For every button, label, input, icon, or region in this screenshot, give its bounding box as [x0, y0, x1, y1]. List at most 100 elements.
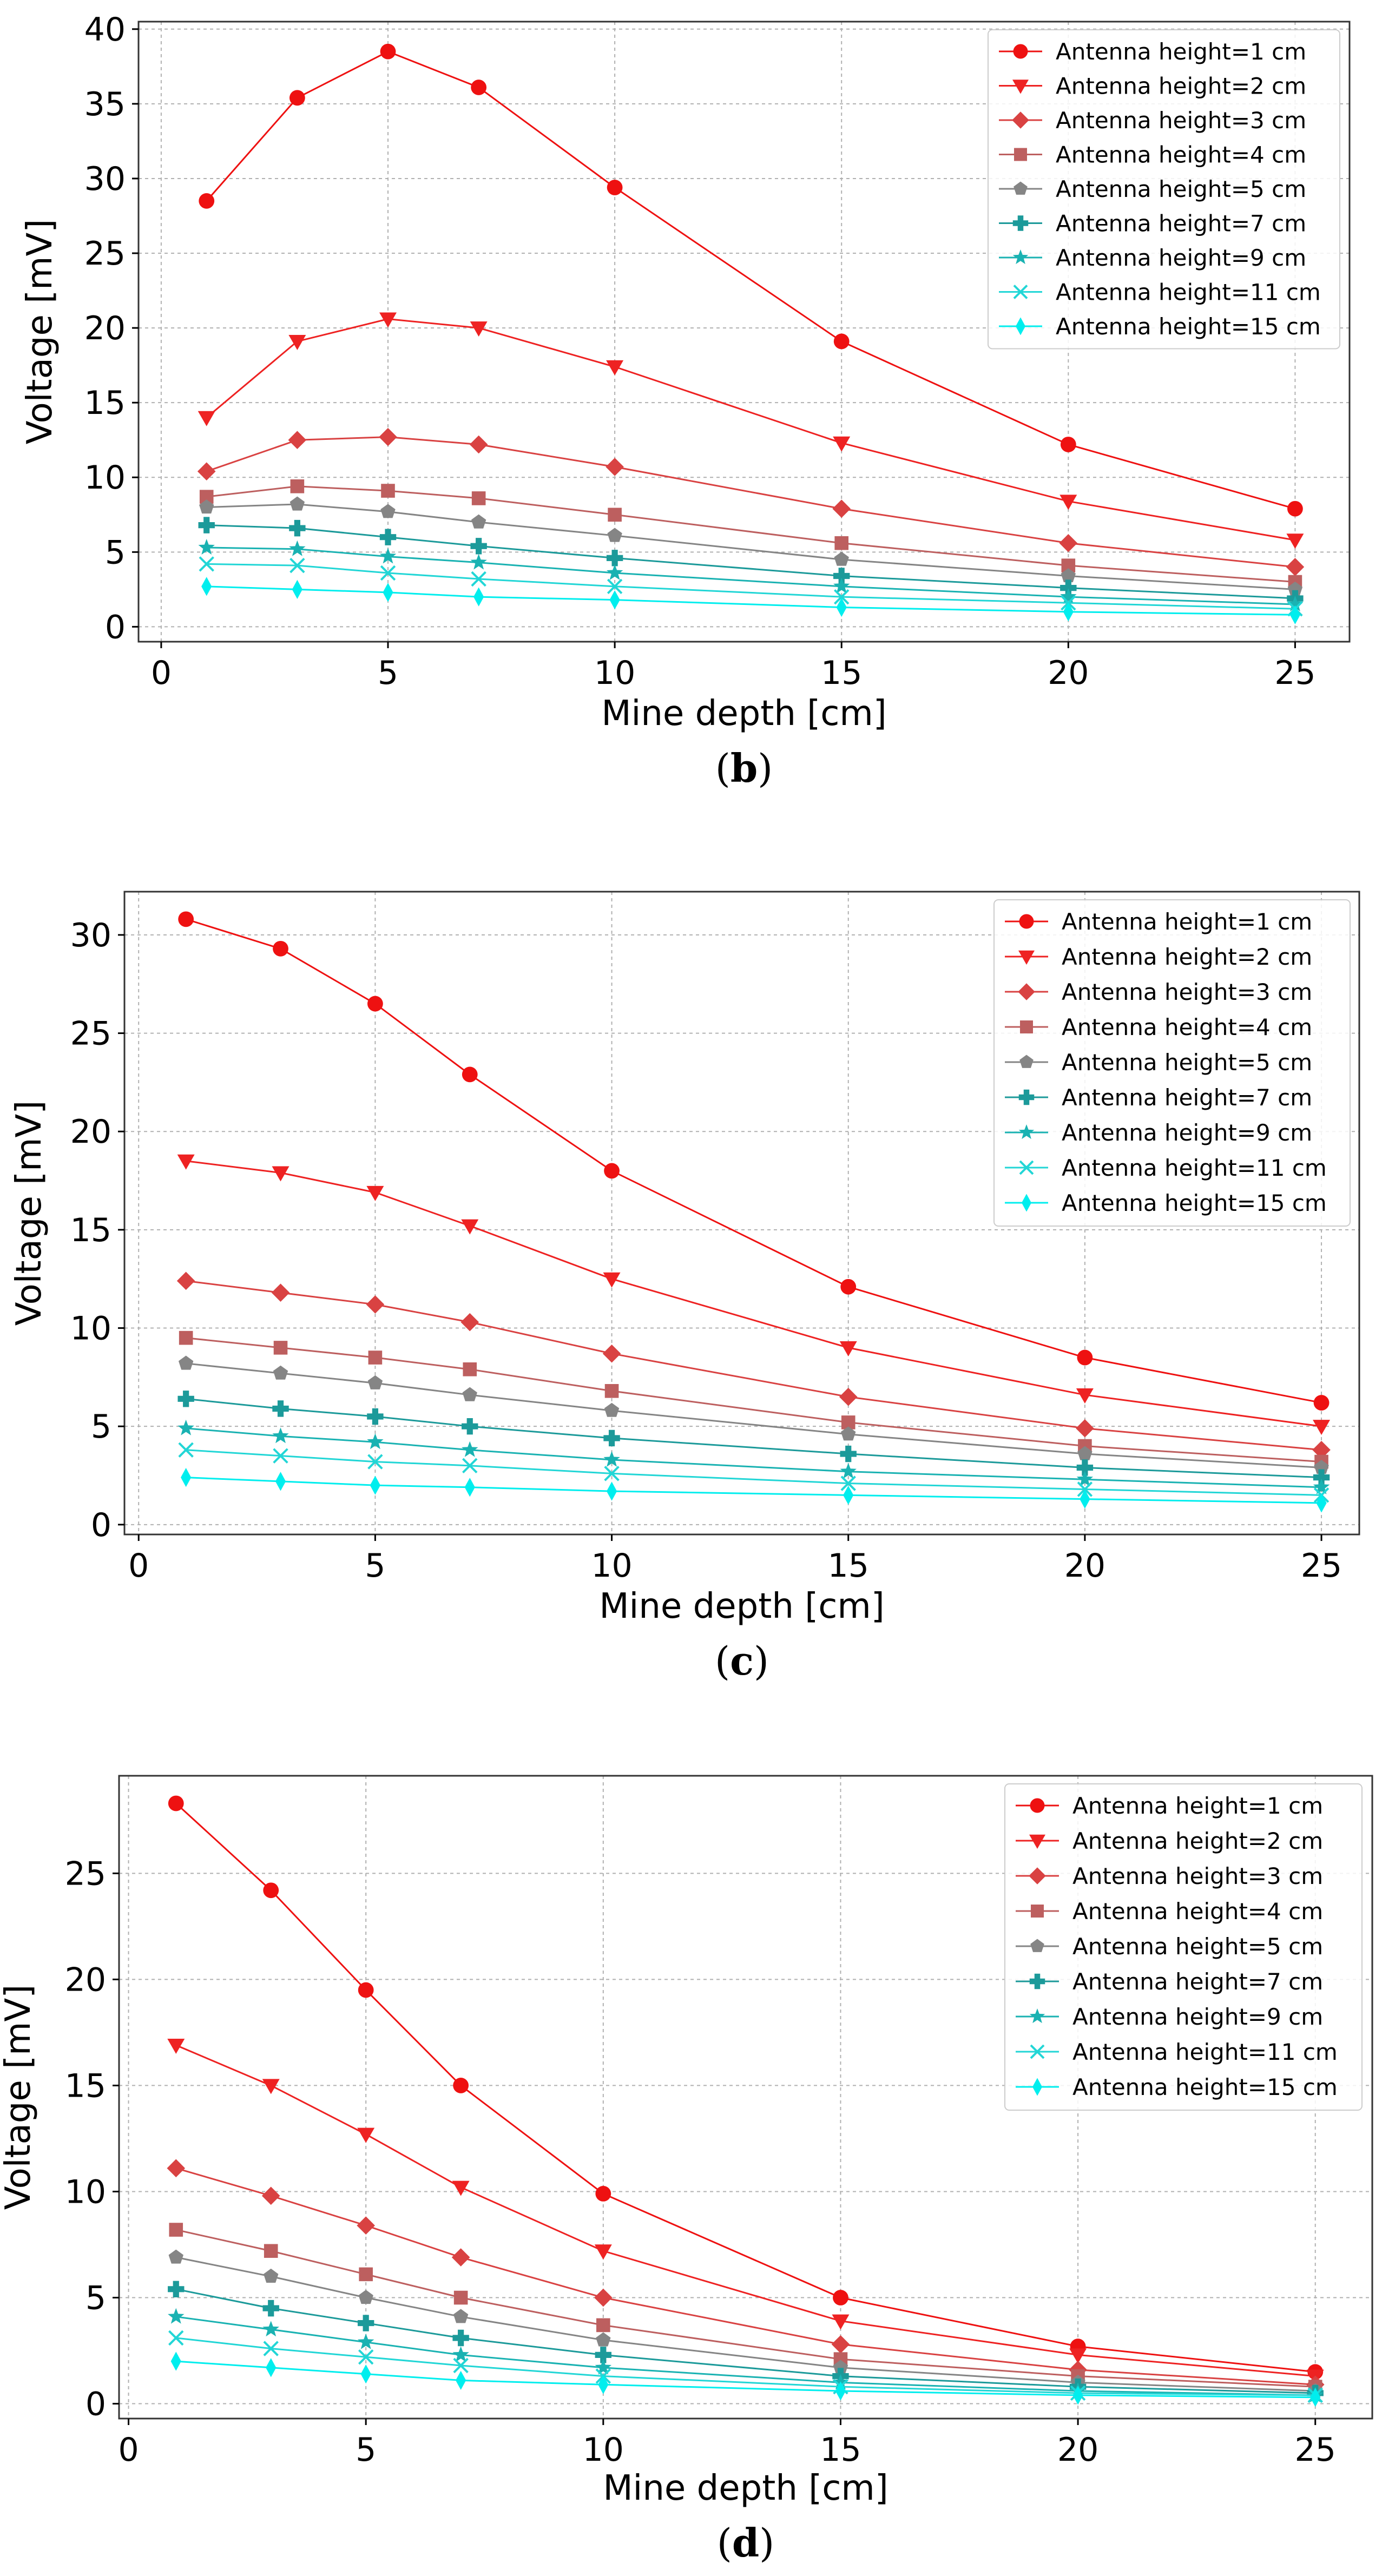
series-line — [176, 2360, 1315, 2399]
legend-label: Antenna height=15 cm — [1056, 313, 1321, 340]
data-point-marker — [178, 1355, 194, 1370]
data-point-marker — [177, 1154, 195, 1170]
data-point-marker — [358, 2349, 374, 2365]
legend-label: Antenna height=7 cm — [1056, 210, 1306, 237]
data-point-marker — [1029, 1973, 1045, 1989]
data-point-marker — [833, 333, 850, 350]
data-point-marker — [453, 2357, 469, 2374]
series-5 — [178, 1355, 1329, 1474]
x-tick-label: 0 — [128, 1547, 149, 1585]
legend-label: Antenna height=1 cm — [1056, 38, 1306, 65]
data-point-marker — [840, 1445, 857, 1462]
legend-label: Antenna height=7 cm — [1062, 1084, 1312, 1111]
series-3 — [176, 1271, 1331, 1459]
legend-label: Antenna height=2 cm — [1072, 1828, 1323, 1854]
x-tick-label: 20 — [1064, 1547, 1105, 1585]
series-line — [206, 503, 1295, 590]
data-point-marker — [168, 2249, 183, 2264]
legend-entry: Antenna height=2 cm — [1005, 944, 1312, 970]
data-point-marker — [199, 499, 214, 514]
data-point-marker — [1018, 950, 1035, 965]
legend-entry: Antenna height=4 cm — [1005, 1014, 1312, 1040]
legend-box — [1004, 1783, 1363, 2111]
data-point-marker — [1072, 2386, 1083, 2405]
data-point-marker — [197, 462, 216, 480]
data-point-marker — [1076, 1419, 1094, 1438]
legend-label: Antenna height=7 cm — [1072, 1968, 1323, 1995]
data-point-marker — [1287, 595, 1304, 611]
x-tick-label: 15 — [820, 2431, 861, 2469]
legend-entry: Antenna height=11 cm — [999, 279, 1321, 306]
legend-entry: Antenna height=7 cm — [1016, 1968, 1323, 1995]
data-point-marker — [1287, 500, 1303, 517]
legend-label: Antenna height=4 cm — [1062, 1014, 1312, 1040]
legend-label: Antenna height=2 cm — [1062, 944, 1312, 970]
legend-entry: Antenna height=15 cm — [999, 313, 1321, 340]
data-point-marker — [264, 2268, 279, 2283]
data-point-marker — [832, 499, 851, 518]
data-point-marker — [273, 1341, 288, 1355]
data-point-marker — [1287, 581, 1303, 596]
data-point-marker — [1016, 317, 1025, 335]
data-point-marker — [462, 1441, 478, 1457]
y-tick-label: 15 — [70, 1211, 111, 1249]
data-point-marker — [456, 2370, 466, 2390]
data-point-marker — [1059, 533, 1078, 552]
data-point-marker — [607, 528, 622, 542]
legend-entry: Antenna height=3 cm — [1005, 979, 1312, 1005]
series-line — [186, 1160, 1322, 1427]
data-point-marker — [177, 1391, 194, 1407]
data-point-marker — [606, 458, 624, 476]
data-point-marker — [1060, 579, 1077, 596]
data-point-marker — [839, 1341, 857, 1356]
data-point-marker — [604, 1466, 620, 1481]
data-point-marker — [367, 1408, 384, 1425]
data-point-marker — [603, 1451, 620, 1467]
series-line — [186, 1337, 1322, 1463]
data-point-marker — [606, 564, 623, 580]
x-tick-label: 5 — [378, 654, 398, 692]
y-tick-label: 25 — [84, 235, 126, 273]
legend-label: Antenna height=2 cm — [1056, 73, 1306, 100]
data-point-marker — [262, 2300, 279, 2317]
legend-entry: Antenna height=7 cm — [999, 210, 1306, 237]
x-tick-label: 25 — [1274, 654, 1315, 692]
data-point-marker — [168, 2330, 184, 2346]
axes-frame — [118, 1775, 1373, 2420]
y-tick-label: 15 — [84, 384, 126, 422]
data-point-marker — [357, 2127, 375, 2143]
data-point-marker — [169, 2223, 183, 2237]
data-point-marker — [471, 491, 486, 505]
x-tick-label: 25 — [1301, 1547, 1342, 1585]
legend-label: Antenna height=3 cm — [1072, 1863, 1323, 1889]
series-line — [175, 2229, 1315, 2388]
data-point-marker — [263, 1882, 279, 1899]
data-point-marker — [1031, 1905, 1044, 1918]
panel-label: (c) — [715, 1638, 769, 1684]
data-point-marker — [357, 2216, 375, 2235]
data-point-marker — [367, 996, 383, 1012]
y-tick-label: 25 — [70, 1015, 111, 1053]
data-point-marker — [273, 1365, 288, 1380]
data-point-marker — [840, 1279, 857, 1295]
y-tick-label: 0 — [85, 2386, 106, 2423]
y-tick-label: 35 — [84, 85, 126, 123]
data-point-marker — [1314, 1460, 1329, 1474]
series-line — [175, 2167, 1315, 2386]
chart-panel-b: 0 5 10 15 20 25 0 5 10 15 20 25 30 35 40 Mine depth [cm… — [20, 11, 1351, 791]
data-point-marker — [201, 577, 212, 596]
x-tick-label: 20 — [1057, 2431, 1098, 2469]
series-line — [206, 485, 1295, 583]
data-point-marker — [1013, 285, 1028, 299]
data-point-marker — [1012, 249, 1029, 265]
y-tick-label: 30 — [70, 917, 111, 954]
data-point-marker — [360, 2364, 371, 2384]
data-point-marker — [1286, 558, 1305, 576]
series-line — [206, 50, 1295, 510]
data-point-marker — [606, 550, 623, 566]
data-point-marker — [832, 2314, 850, 2330]
y-axis-label: Voltage [mV] — [20, 219, 60, 444]
legend-label: Antenna height=1 cm — [1062, 908, 1312, 935]
legend-label: Antenna height=4 cm — [1056, 142, 1306, 168]
series-line — [206, 563, 1295, 610]
